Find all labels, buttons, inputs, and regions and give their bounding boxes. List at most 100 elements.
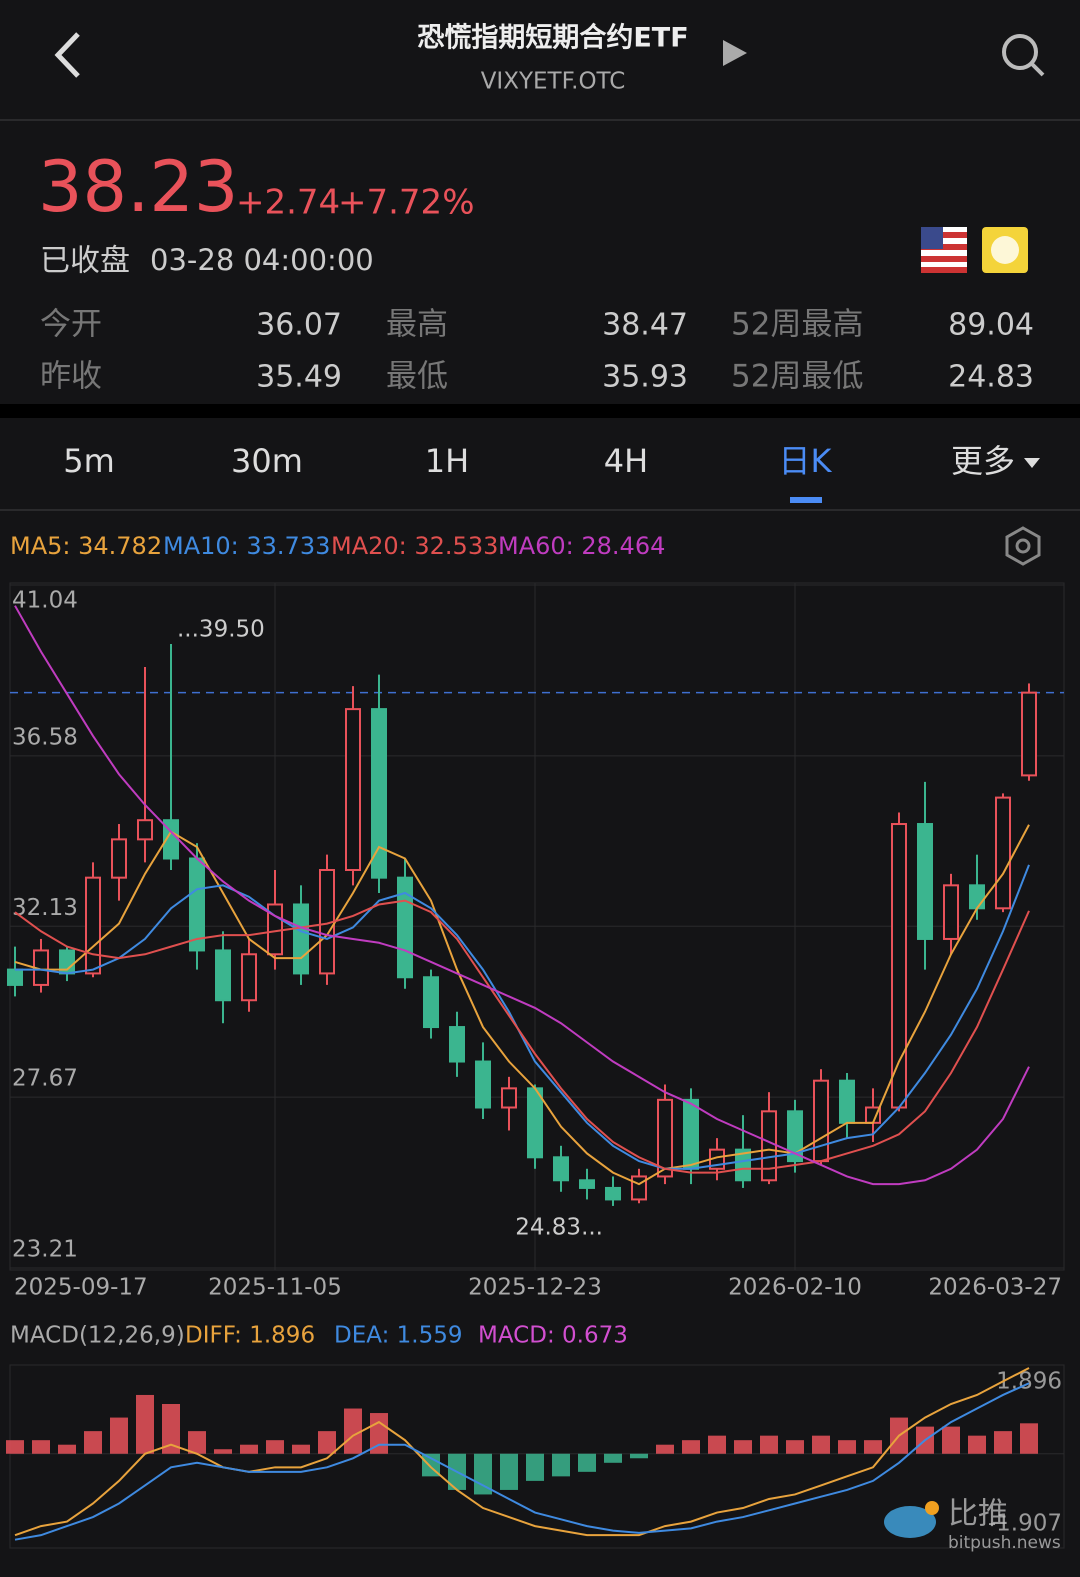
search-button[interactable] xyxy=(1002,34,1045,77)
candle-body xyxy=(553,1156,569,1182)
macd-bar xyxy=(500,1453,518,1490)
candle-body xyxy=(891,823,907,1109)
macd-bar xyxy=(682,1440,700,1454)
title: 恐慌指期短期合约ETF xyxy=(417,22,688,54)
macd-bar xyxy=(344,1408,362,1454)
stat-value: 35.49 xyxy=(256,360,342,395)
macd-bar xyxy=(214,1449,232,1454)
stat-value: 38.47 xyxy=(602,308,688,343)
macd-bar xyxy=(266,1440,284,1454)
price: 38.23 xyxy=(38,146,238,228)
play-button[interactable] xyxy=(723,40,747,66)
macd-bar xyxy=(1020,1423,1038,1454)
change: +2.74 xyxy=(236,183,340,223)
macd-bar xyxy=(760,1435,778,1454)
stat-label: 最低 xyxy=(386,359,448,395)
macd-bar xyxy=(84,1431,102,1454)
candle-body xyxy=(683,1098,699,1170)
ma-line xyxy=(14,824,1030,1186)
ma-line xyxy=(14,605,1030,1186)
macd-frame xyxy=(9,1364,1065,1549)
candle-body xyxy=(85,876,101,975)
tab[interactable]: 日K xyxy=(779,442,833,480)
ma-line xyxy=(14,899,1030,1174)
candle-body xyxy=(7,968,23,986)
settings-button[interactable] xyxy=(1005,526,1041,566)
macd-bar xyxy=(812,1435,830,1454)
legend-item: MA60: 28.464 xyxy=(498,532,665,560)
macd-bar xyxy=(656,1444,674,1454)
macd-bar xyxy=(292,1444,310,1454)
macd-bar xyxy=(526,1453,544,1481)
macd-bar xyxy=(994,1431,1012,1454)
legend-item: MA10: 33.733 xyxy=(163,532,330,560)
macd-bar xyxy=(32,1440,50,1454)
section-gap xyxy=(0,404,1080,418)
time: 03-28 04:00:00 xyxy=(150,243,374,277)
stat-label: 今开 xyxy=(40,307,102,343)
x-tick-label: 2026-03-27 xyxy=(928,1275,1062,1301)
watermark xyxy=(884,1501,939,1538)
candle-body xyxy=(293,903,309,975)
y-tick-label: -1.907 xyxy=(988,1511,1062,1537)
candle-body xyxy=(761,1110,777,1182)
stat-label: 昨收 xyxy=(40,359,102,395)
candle-body xyxy=(813,1079,829,1163)
macd-bar xyxy=(604,1453,622,1463)
macd-bar xyxy=(942,1426,960,1454)
legend-item: MA20: 32.533 xyxy=(331,532,498,560)
macd-bar xyxy=(188,1431,206,1454)
x-tick-label: 2025-11-05 xyxy=(208,1275,342,1301)
stat-value: 36.07 xyxy=(256,308,342,343)
candle-body xyxy=(241,953,257,1002)
candle-body xyxy=(657,1098,673,1178)
candle-body xyxy=(1021,691,1037,777)
macd-bar xyxy=(734,1440,752,1454)
macd-bar xyxy=(552,1453,570,1477)
macd-bar xyxy=(630,1453,648,1459)
legend-item: MACD: 0.673 xyxy=(478,1323,628,1349)
watermark-site: bitpush.news xyxy=(948,1533,1061,1553)
candle-body xyxy=(527,1087,543,1159)
tab[interactable]: 5m xyxy=(63,442,115,480)
stat-label: 52周最高 xyxy=(731,307,863,343)
candle-body xyxy=(501,1087,517,1109)
y-tick-label: 27.67 xyxy=(12,1066,78,1092)
macd-title: MACD(12,26,9) xyxy=(10,1323,185,1349)
macd-bar xyxy=(786,1440,804,1454)
macd-bar xyxy=(370,1413,388,1454)
stat-value: 35.93 xyxy=(602,360,688,395)
stat-value: 24.83 xyxy=(948,360,1034,395)
macd-line xyxy=(14,1382,1030,1541)
change-pct: +7.72% xyxy=(338,183,475,223)
macd-bar xyxy=(162,1404,180,1454)
candle-body xyxy=(735,1148,751,1182)
back-button[interactable] xyxy=(54,32,80,78)
us-flag xyxy=(921,227,967,273)
candle-body xyxy=(449,1026,465,1063)
macd-bar xyxy=(136,1394,154,1454)
annotation: ...39.50 xyxy=(177,616,265,642)
tab[interactable]: 4H xyxy=(604,442,648,480)
candle-body xyxy=(345,708,361,871)
stat-label: 52周最低 xyxy=(731,359,863,395)
macd-bar xyxy=(240,1444,258,1454)
candle-body xyxy=(995,796,1011,910)
ma-line xyxy=(15,864,1030,1170)
macd-bar xyxy=(58,1444,76,1454)
candle-body xyxy=(111,838,127,879)
candle-body xyxy=(371,708,387,879)
tab[interactable]: 更多 xyxy=(951,442,1015,480)
tab[interactable]: 30m xyxy=(231,442,303,480)
tab-indicator xyxy=(790,497,822,503)
x-tick-label: 2026-02-10 xyxy=(728,1275,862,1301)
x-tick-label: 2025-12-23 xyxy=(468,1275,602,1301)
legend-item: DEA: 1.559 xyxy=(334,1323,462,1349)
trend-icon[interactable] xyxy=(982,227,1028,273)
tab[interactable]: 1H xyxy=(425,442,469,480)
macd-bar xyxy=(968,1435,986,1454)
macd-bar xyxy=(578,1453,596,1472)
macd-bar xyxy=(318,1431,336,1454)
